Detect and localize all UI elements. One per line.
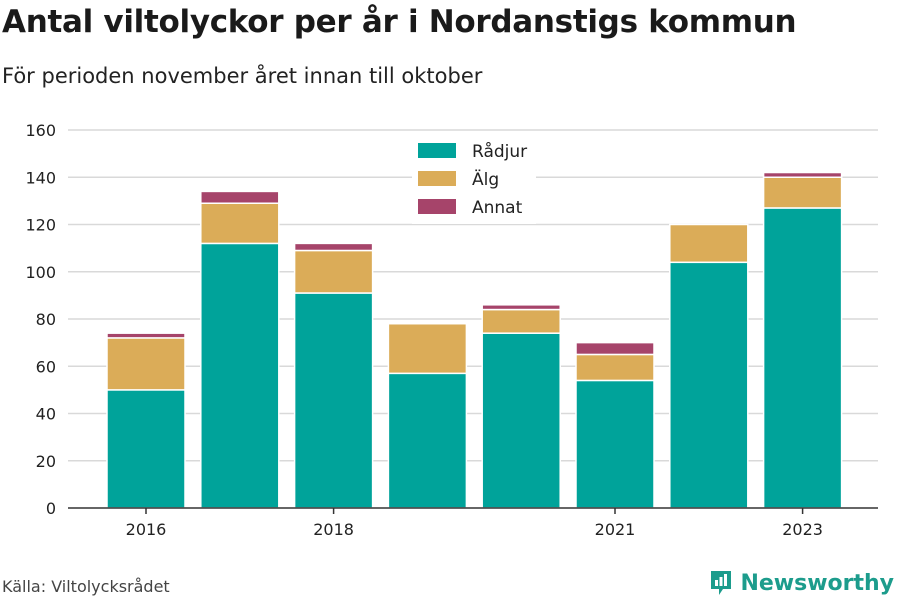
bar-segment [575,341,655,356]
y-tick-label: 40 [36,405,56,424]
bar-segment [669,223,749,264]
bar-segment [387,372,468,509]
bar-segment [481,332,561,509]
y-tick-label: 140 [25,168,56,187]
y-tick-label: 20 [36,452,56,471]
x-tick-label: 2021 [595,520,636,539]
bar-segment [762,171,843,178]
legend-label: Älg [472,169,499,190]
legend-label: Annat [472,198,523,218]
bar-segment [293,292,374,509]
y-tick-label: 80 [36,310,56,329]
y-tick-label: 0 [46,499,56,518]
legend-swatch [418,199,456,214]
bar-segment [387,322,468,375]
bar-segment [669,261,749,509]
legend-label: Rådjur [472,141,527,162]
brand-logo: Newsworthy [709,569,894,597]
bar-segment [200,202,280,245]
newsworthy-logo-icon [711,571,732,595]
bar-segment [293,242,374,252]
bar-segment [481,304,561,311]
chart-title: Antal viltolyckor per år i Nordanstigs k… [2,4,797,40]
y-tick-label: 100 [25,263,56,282]
bar-segment [106,389,186,509]
bar-segment [762,176,843,209]
bar-segment [293,249,374,294]
bar-segment [200,190,280,204]
bar-segment [575,379,655,509]
source-note: Källa: Viltolycksrådet [2,577,170,596]
x-tick-label: 2018 [313,520,354,539]
y-tick-label: 160 [25,121,56,140]
bar-segment [106,332,186,339]
legend-swatch [418,143,456,158]
bar-segment [762,207,843,509]
bar-segment [106,337,186,391]
legend-swatch [418,171,456,186]
bar-segment [481,308,561,334]
brand-name: Newsworthy [740,570,894,596]
y-tick-label: 120 [25,216,56,235]
x-tick-label: 2016 [126,520,167,539]
chart-subtitle: För perioden november året innan till ok… [2,64,483,88]
bar-segment [200,242,280,509]
bar-segment [575,353,655,382]
x-tick-label: 2023 [782,520,823,539]
y-tick-label: 60 [36,357,56,376]
